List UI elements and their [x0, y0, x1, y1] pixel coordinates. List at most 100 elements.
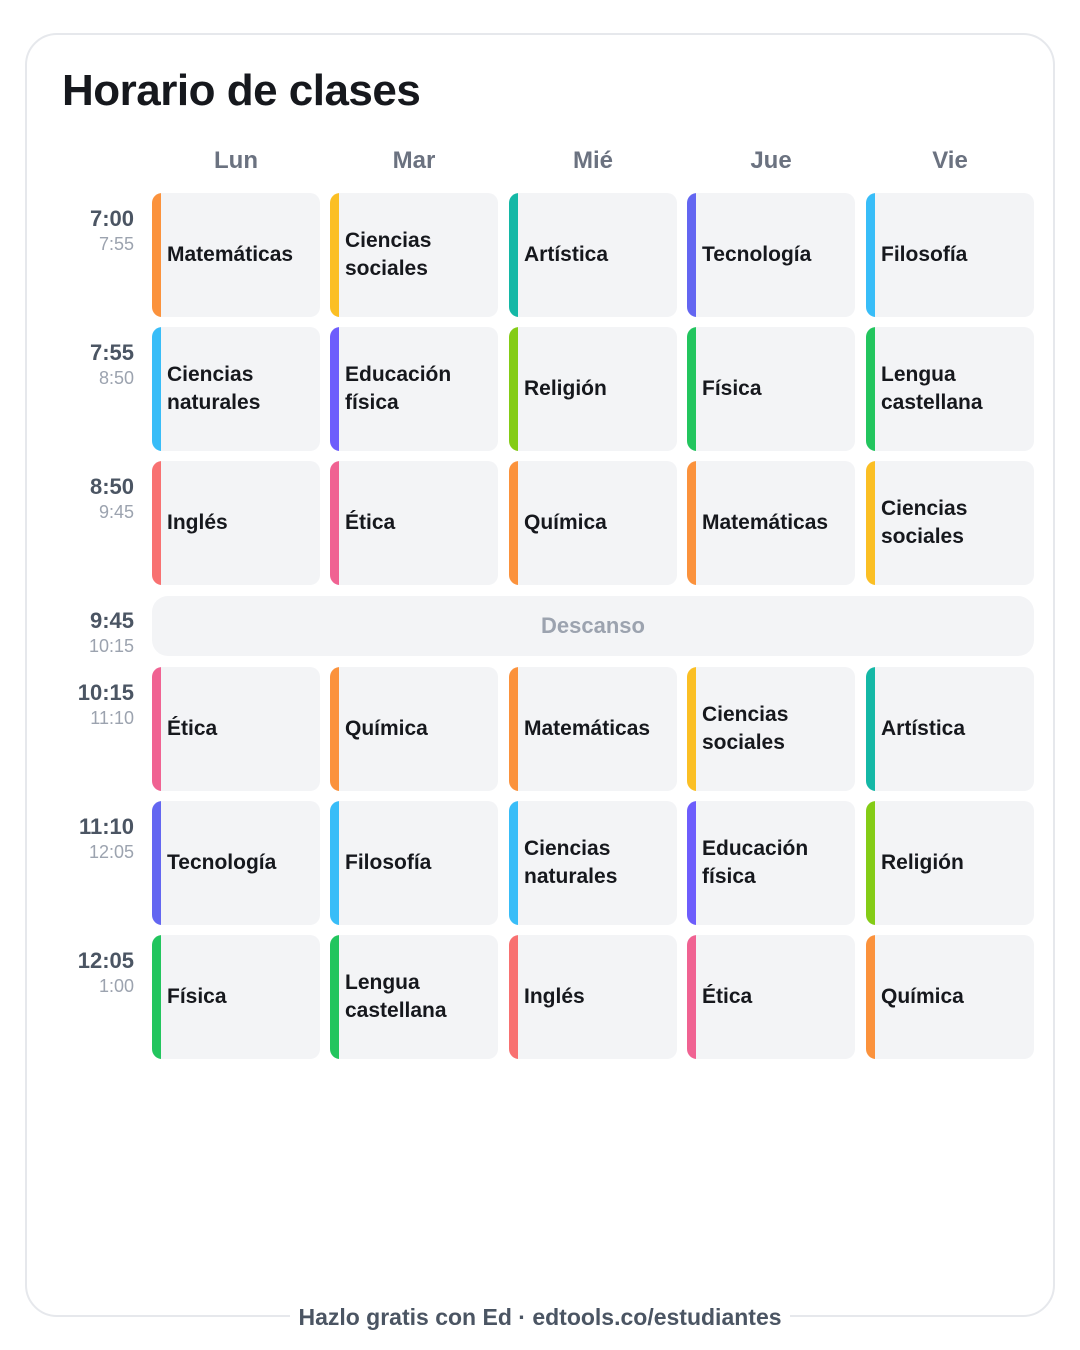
time-end: 8:50 [98, 368, 134, 388]
footer-text: Hazlo gratis con Ed · edtools.co/estudia… [290, 1304, 790, 1330]
class-cell-vie-1[interactable]: Filosofía [866, 193, 1034, 317]
class-cell-lun-1[interactable]: Matemáticas [152, 193, 320, 317]
class-cell-vie-3[interactable]: Ciencias sociales [866, 461, 1034, 585]
subject-color-bar [152, 801, 161, 925]
subject-color-bar [687, 801, 696, 925]
subject-color-bar [330, 667, 339, 791]
class-cell-mar-4[interactable]: Química [330, 667, 498, 791]
class-cell-jue-3[interactable]: Matemáticas [687, 461, 855, 585]
time-end: 12:05 [88, 842, 134, 862]
time-slot-4: 10:15 11:10 [44, 680, 134, 730]
subject-label: Química [881, 985, 964, 1008]
time-slot-3: 8:50 9:45 [44, 474, 134, 524]
class-cell-vie-5[interactable]: Religión [866, 801, 1034, 925]
subject-label: Matemáticas [167, 243, 294, 266]
break-row: Descanso [152, 596, 1034, 656]
subject-color-bar [509, 193, 518, 317]
subject-color-bar [866, 667, 875, 791]
class-cell-jue-6[interactable]: Ética [687, 935, 855, 1059]
subject-color-bar [152, 327, 161, 451]
subject-color-bar [509, 801, 518, 925]
page-title: Horario de clases [62, 66, 421, 115]
subject-label: Educación física [345, 363, 452, 414]
subject-color-bar [687, 935, 696, 1059]
subject-color-bar [330, 461, 339, 585]
time-start: 12:05 [77, 948, 134, 973]
class-cell-vie-2[interactable]: Lengua castellana [866, 327, 1034, 451]
time-start: 10:15 [77, 680, 134, 705]
class-cell-mie-3[interactable]: Química [509, 461, 677, 585]
subject-label: Química [524, 511, 607, 534]
subject-label: Matemáticas [524, 717, 651, 740]
subject-label: Ciencias naturales [524, 837, 618, 888]
class-cell-mar-1[interactable]: Ciencias sociales [330, 193, 498, 317]
day-header-mar: Mar [392, 147, 436, 174]
subject-label: Artística [524, 243, 609, 266]
subject-color-bar [509, 461, 518, 585]
time-start: 11:10 [78, 814, 134, 839]
class-cell-mar-3[interactable]: Ética [330, 461, 498, 585]
subject-color-bar [152, 461, 161, 585]
footer: Hazlo gratis con Ed · edtools.co/estudia… [0, 1300, 1080, 1334]
subject-label: Inglés [524, 985, 585, 1008]
class-cell-mie-1[interactable]: Artística [509, 193, 677, 317]
class-cell-lun-6[interactable]: Física [152, 935, 320, 1059]
day-header-mie: Mié [572, 147, 613, 174]
subject-color-bar [866, 461, 875, 585]
class-cell-mie-4[interactable]: Matemáticas [509, 667, 677, 791]
subject-label: Tecnología [702, 243, 812, 266]
subject-color-bar [330, 935, 339, 1059]
subject-color-bar [687, 667, 696, 791]
subject-color-bar [866, 327, 875, 451]
subject-color-bar [509, 667, 518, 791]
subject-color-bar [152, 935, 161, 1059]
subject-label: Tecnología [167, 851, 277, 874]
class-cell-jue-1[interactable]: Tecnología [687, 193, 855, 317]
class-cell-lun-4[interactable]: Ética [152, 667, 320, 791]
subject-color-bar [330, 801, 339, 925]
subject-label: Lengua castellana [345, 971, 447, 1022]
class-cell-jue-4[interactable]: Ciencias sociales [687, 667, 855, 791]
time-end: 7:55 [98, 234, 134, 254]
time-slot-1: 7:00 7:55 [44, 206, 134, 256]
class-cell-vie-6[interactable]: Química [866, 935, 1034, 1059]
subject-color-bar [330, 193, 339, 317]
subject-color-bar [687, 461, 696, 585]
class-cell-lun-2[interactable]: Ciencias naturales [152, 327, 320, 451]
class-cell-mar-6[interactable]: Lengua castellana [330, 935, 498, 1059]
subject-color-bar [509, 935, 518, 1059]
subject-label: Ciencias sociales [881, 497, 968, 548]
subject-label: Lengua castellana [881, 363, 983, 414]
subject-label: Ética [702, 985, 753, 1008]
time-start: 9:45 [89, 608, 134, 633]
class-cell-jue-2[interactable]: Física [687, 327, 855, 451]
subject-color-bar [687, 327, 696, 451]
class-cell-mie-2[interactable]: Religión [509, 327, 677, 451]
subject-color-bar [330, 327, 339, 451]
class-cell-mar-5[interactable]: Filosofía [330, 801, 498, 925]
time-end: 10:15 [88, 636, 134, 656]
time-end: 1:00 [98, 976, 134, 996]
class-cell-mie-6[interactable]: Inglés [509, 935, 677, 1059]
subject-color-bar [687, 193, 696, 317]
time-slot-break: 9:45 10:15 [44, 608, 134, 658]
subject-label: Inglés [167, 511, 228, 534]
class-cell-mar-2[interactable]: Educación física [330, 327, 498, 451]
day-header-lun: Lun [214, 147, 258, 174]
subject-color-bar [152, 667, 161, 791]
subject-label: Matemáticas [702, 511, 829, 534]
subject-label: Ética [167, 717, 218, 740]
subject-label: Física [702, 377, 762, 400]
class-cell-lun-3[interactable]: Inglés [152, 461, 320, 585]
time-slot-6: 12:05 1:00 [44, 948, 134, 998]
class-cell-mie-5[interactable]: Ciencias naturales [509, 801, 677, 925]
time-start: 8:50 [89, 474, 134, 499]
class-cell-lun-5[interactable]: Tecnología [152, 801, 320, 925]
class-cell-jue-5[interactable]: Educación física [687, 801, 855, 925]
subject-label: Educación física [702, 837, 809, 888]
class-cell-vie-4[interactable]: Artística [866, 667, 1034, 791]
time-start: 7:00 [89, 206, 134, 231]
subject-color-bar [866, 801, 875, 925]
time-end: 9:45 [98, 502, 134, 522]
time-start: 7:55 [89, 340, 134, 365]
